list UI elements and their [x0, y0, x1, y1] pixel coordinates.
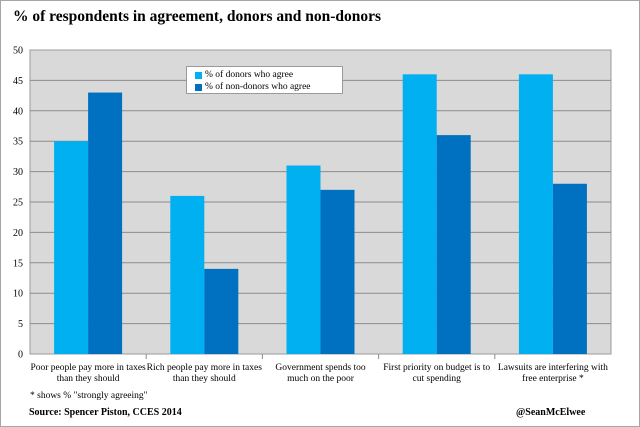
x-category-label: Poor people pay more in taxes than they s…	[30, 363, 146, 384]
x-category-label: Lawsuits are interfering with free enterp…	[498, 362, 608, 384]
y-tick-label: 35	[13, 137, 23, 148]
chart-source: Source: Spencer Piston, CCES 2014	[29, 407, 182, 418]
legend-label-non-donors: % of non-donors who agree	[205, 82, 311, 92]
y-tick-label: 15	[13, 258, 23, 269]
y-tick-label: 40	[13, 106, 23, 117]
x-category-label: Rich people pay more in taxes than they s…	[147, 363, 263, 384]
y-tick-label: 30	[13, 167, 23, 178]
bar-donors	[402, 74, 437, 354]
y-tick-label: 0	[18, 350, 23, 361]
chart-footnote: * shows % "strongly agreeing"	[30, 391, 148, 401]
chart-title: % of respondents in agreement, donors an…	[13, 8, 382, 25]
bar-donors	[518, 74, 553, 354]
bar-donors	[286, 165, 321, 354]
bar-donors	[170, 195, 205, 354]
legend-label-donors: % of donors who agree	[205, 70, 294, 80]
legend-swatch-non-donors	[195, 83, 202, 91]
bar-donors	[54, 141, 89, 354]
bar-non-donors	[320, 189, 355, 354]
chart-credit: @SeanMcElwee	[516, 407, 586, 418]
chart-legend: % of donors who agree % of non-donors wh…	[186, 66, 343, 94]
y-tick-label: 25	[13, 198, 23, 209]
bar-non-donors	[552, 183, 587, 354]
legend-item-non-donors: % of non-donors who agree	[195, 81, 342, 93]
legend-swatch-donors	[195, 71, 202, 79]
x-category-label: Government spends too much on the poor	[275, 363, 365, 384]
y-tick-label: 10	[13, 289, 23, 300]
bar-non-donors	[204, 268, 239, 354]
bar-non-donors	[436, 135, 471, 354]
y-tick-label: 20	[13, 228, 23, 239]
y-tick-label: 45	[13, 76, 23, 87]
x-category-label: First priority on budget is to cut spendi…	[383, 363, 490, 384]
bar-non-donors	[88, 92, 123, 354]
legend-item-donors: % of donors who agree	[195, 69, 342, 81]
y-tick-label: 50	[13, 46, 23, 57]
y-tick-label: 5	[18, 319, 23, 330]
